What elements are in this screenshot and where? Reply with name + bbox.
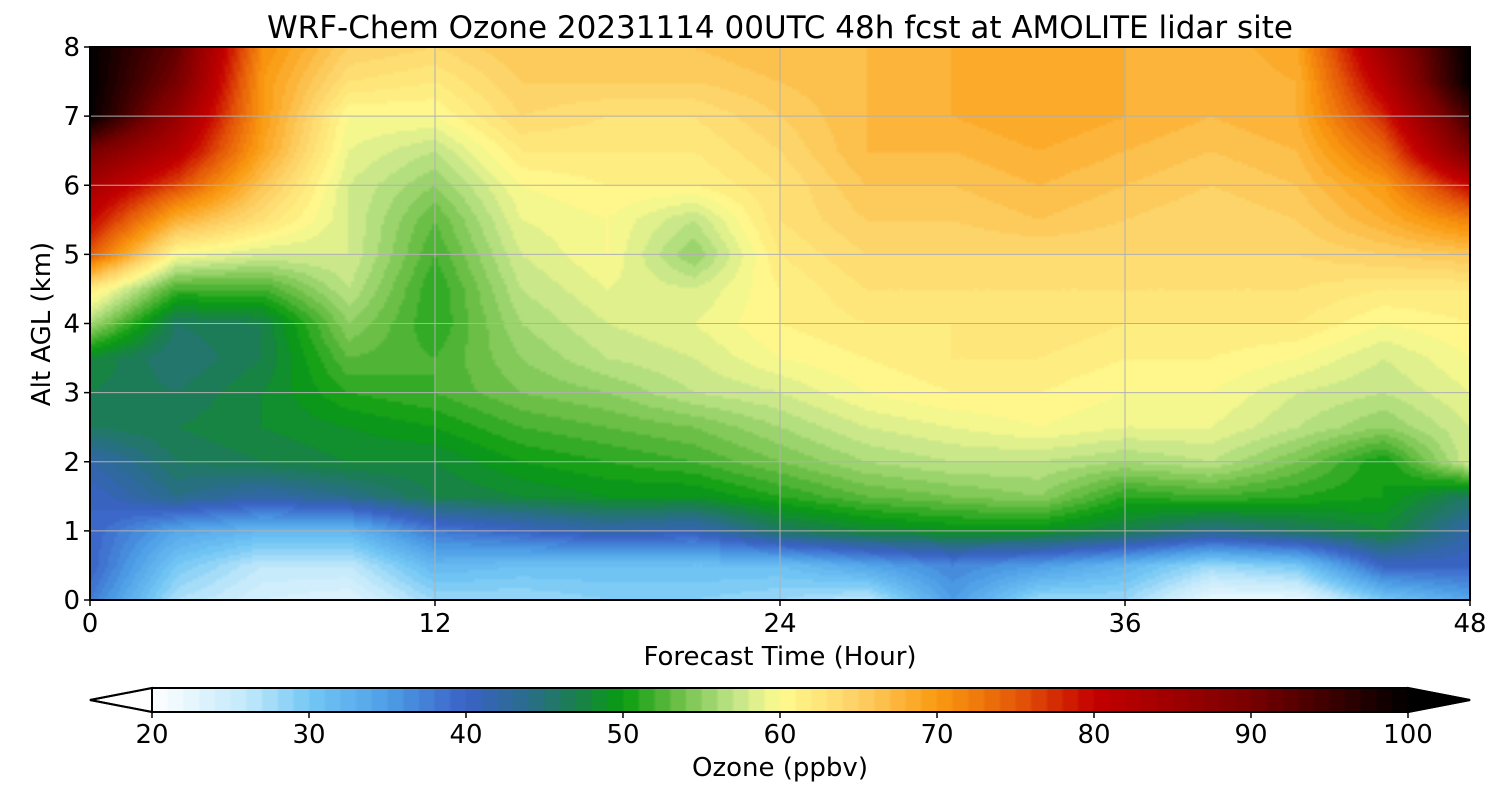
x-tick-label: 12 [418,609,451,639]
colorbar-tick-label: 40 [449,720,482,750]
y-tick-label: 1 [63,517,80,547]
colorbar-max-extension [1407,686,1471,714]
colorbar-tick-label: 70 [920,720,953,750]
colorbar-ticks: 20 30 40 50 60 70 80 90 100 [135,712,1433,750]
y-axis-label: Alt AGL (km) [27,242,57,406]
colorbar-tick-label: 20 [135,720,168,750]
colorbar-tick-label: 80 [1077,720,1110,750]
colorbar-gradient [152,688,1408,712]
y-tick-label: 0 [63,586,80,616]
y-tick-label: 3 [63,379,80,409]
y-tick-label: 2 [63,448,80,478]
colorbar-tick-label: 90 [1234,720,1267,750]
colorbar-tick-label: 50 [606,720,639,750]
x-axis-ticks: 0 12 24 36 48 [82,600,1487,639]
y-tick-label: 6 [63,171,80,201]
x-tick-label: 0 [82,609,99,639]
colorbar-tick-label: 30 [292,720,325,750]
colorbar: 20 30 40 50 60 70 80 90 100 Ozone (ppbv) [89,686,1471,783]
x-tick-label: 36 [1108,609,1141,639]
x-tick-label: 24 [763,609,796,639]
x-axis-label: Forecast Time (Hour) [643,642,916,672]
chart-title: WRF-Chem Ozone 20231114 00UTC 48h fcst a… [267,10,1293,46]
y-tick-label: 5 [63,240,80,270]
colorbar-tick-label: 60 [763,720,796,750]
colorbar-tick-label: 100 [1383,720,1433,750]
x-tick-label: 48 [1453,609,1486,639]
colorbar-min-extension [89,686,153,714]
y-tick-label: 7 [63,102,80,132]
y-tick-label: 4 [63,310,80,340]
colorbar-label: Ozone (ppbv) [692,753,868,783]
grid [90,47,1470,600]
y-tick-label: 8 [63,33,80,63]
y-axis-ticks: 0 1 2 3 4 5 6 7 8 [63,33,90,616]
